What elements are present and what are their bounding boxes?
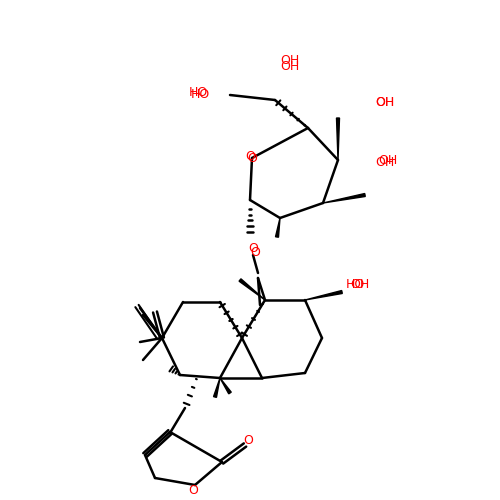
Text: OH: OH xyxy=(378,154,398,166)
Text: OH: OH xyxy=(376,96,394,110)
Text: OH: OH xyxy=(376,96,394,110)
Text: O: O xyxy=(243,434,253,446)
Polygon shape xyxy=(276,218,280,237)
Text: O: O xyxy=(245,150,255,164)
Text: O: O xyxy=(247,152,257,164)
Text: HO: HO xyxy=(188,86,208,98)
Polygon shape xyxy=(239,279,265,300)
Text: OH: OH xyxy=(280,54,299,66)
Text: OH: OH xyxy=(280,60,299,74)
Text: HO: HO xyxy=(346,278,364,290)
Polygon shape xyxy=(323,194,366,203)
Polygon shape xyxy=(220,378,231,394)
Text: OH: OH xyxy=(350,278,370,291)
Text: OH: OH xyxy=(376,156,394,168)
Text: HO: HO xyxy=(190,88,210,102)
Polygon shape xyxy=(305,290,343,300)
Text: O: O xyxy=(248,242,258,254)
Text: O: O xyxy=(250,246,260,258)
Polygon shape xyxy=(336,118,340,160)
Text: O: O xyxy=(188,484,198,496)
Polygon shape xyxy=(214,378,220,398)
